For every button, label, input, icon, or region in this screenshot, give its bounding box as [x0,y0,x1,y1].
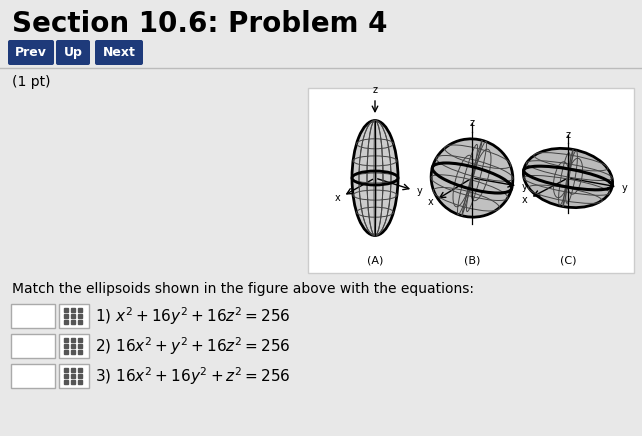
Text: (C): (C) [560,255,577,265]
Ellipse shape [523,148,612,208]
Text: z: z [372,85,377,95]
Text: Prev: Prev [15,46,47,59]
Text: Match the ellipsoids shown in the figure above with the equations:: Match the ellipsoids shown in the figure… [12,282,474,296]
FancyBboxPatch shape [59,364,89,388]
Text: x: x [334,193,340,203]
FancyBboxPatch shape [11,304,55,328]
Text: Up: Up [64,46,82,59]
Text: z: z [469,118,474,128]
FancyBboxPatch shape [59,334,89,358]
Text: y: y [417,186,422,196]
FancyBboxPatch shape [8,40,54,65]
Text: (1 pt): (1 pt) [12,75,51,89]
Text: y: y [522,182,528,192]
Text: z: z [566,130,571,140]
FancyBboxPatch shape [59,304,89,328]
Text: (B): (B) [464,255,480,265]
Text: Next: Next [103,46,135,59]
FancyBboxPatch shape [11,334,55,358]
Text: x: x [427,197,433,207]
Ellipse shape [431,139,513,217]
Ellipse shape [352,120,398,235]
Text: x: x [521,195,527,205]
Text: 1) $x^2 + 16y^2 + 16z^2 = 256$: 1) $x^2 + 16y^2 + 16z^2 = 256$ [95,305,291,327]
Text: y: y [622,183,628,193]
Text: (A): (A) [367,255,383,265]
Text: 3) $16x^2 + 16y^2 + z^2 = 256$: 3) $16x^2 + 16y^2 + z^2 = 256$ [95,365,291,387]
Text: Section 10.6: Problem 4: Section 10.6: Problem 4 [12,10,388,38]
FancyBboxPatch shape [56,40,90,65]
Text: 2) $16x^2 + y^2 + 16z^2 = 256$: 2) $16x^2 + y^2 + 16z^2 = 256$ [95,335,291,357]
FancyBboxPatch shape [11,364,55,388]
FancyBboxPatch shape [308,88,634,273]
FancyBboxPatch shape [95,40,143,65]
